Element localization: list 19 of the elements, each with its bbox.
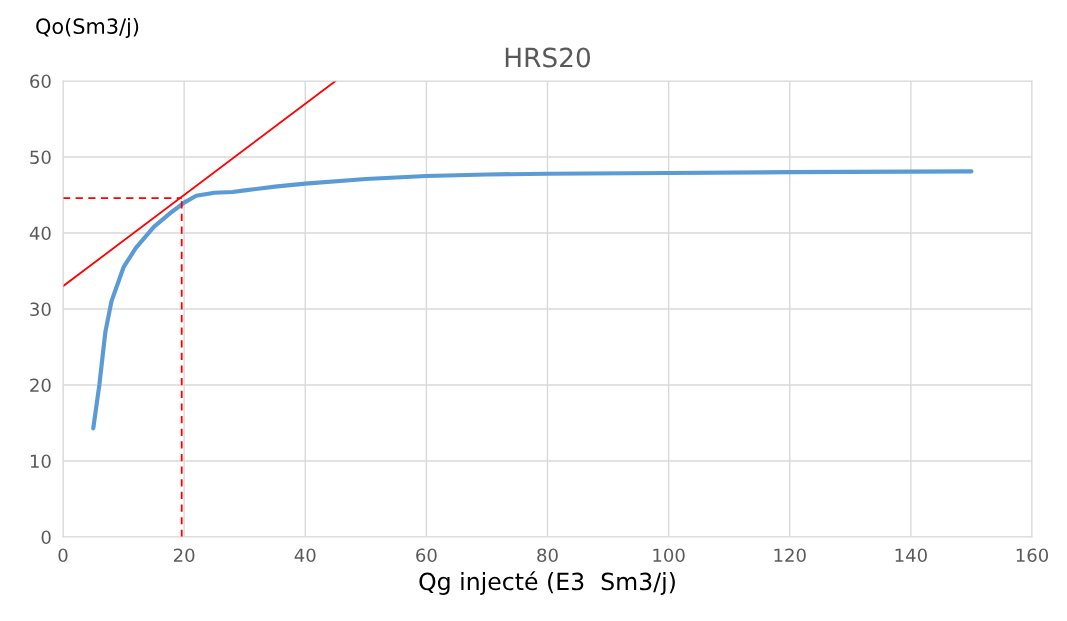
x-tick-label: 100: [653, 548, 685, 563]
y-tick-label: 30: [30, 302, 51, 317]
chart-title: HRS20: [505, 47, 590, 68]
x-tick-label: 0: [58, 548, 68, 563]
y-tick-label: 0: [41, 530, 51, 545]
x-tick-label: 80: [537, 548, 558, 563]
x-tick-label: 120: [774, 548, 806, 563]
y-tick-label: 20: [30, 378, 51, 393]
x-tick-label: 160: [1016, 548, 1049, 563]
y-tick-label: 60: [30, 74, 51, 89]
y-axis-title: Qo(Sm3/j): [36, 17, 139, 39]
x-tick-label: 60: [416, 548, 437, 563]
y-tick-label: 10: [30, 454, 51, 469]
x-tick-label: 140: [895, 548, 927, 563]
x-tick-label: 20: [173, 548, 195, 563]
y-tick-label: 50: [30, 150, 51, 165]
x-axis-title: Qg injecté (E3 Sm3/j): [419, 571, 675, 595]
y-tick-label: 40: [29, 226, 51, 241]
x-tick-label: 40: [294, 548, 316, 563]
